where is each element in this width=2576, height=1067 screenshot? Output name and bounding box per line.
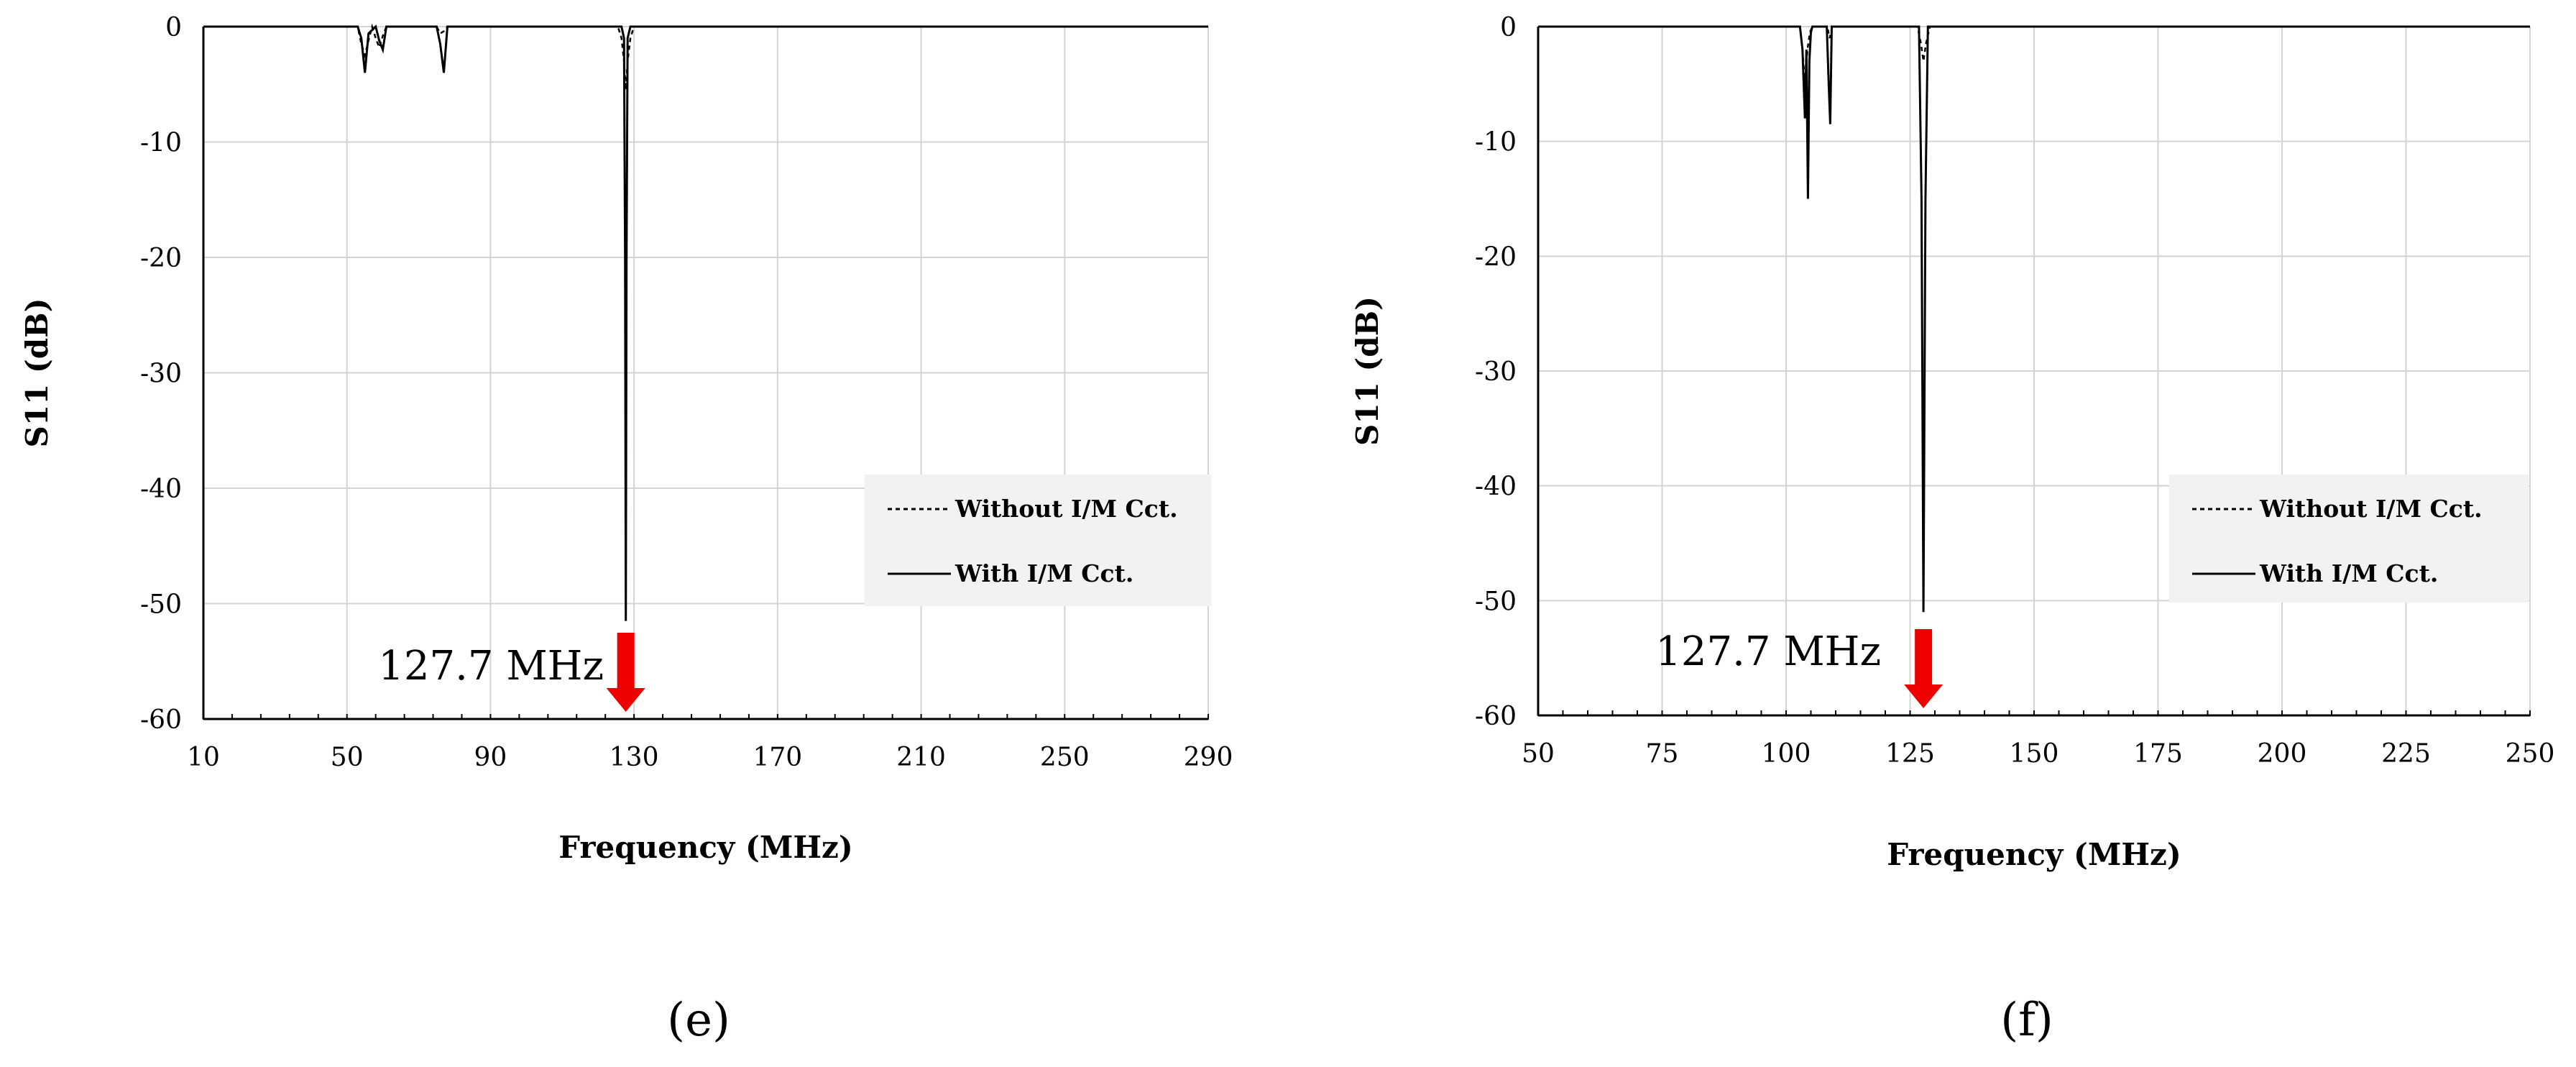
y-tick-label: -20 [140,244,182,273]
legend-box [865,475,1211,606]
chart-panel-e: 10 50 90 130 170 210 250 290 0 -10 -20 -30 -40 -50 -60… [19,13,1233,1047]
x-tick-label: 250 [1040,743,1090,772]
x-tick-label: 170 [753,743,802,772]
x-tick-label: 10 [187,743,220,772]
y-tick-label: -30 [140,360,182,389]
x-tick-label: 90 [474,743,507,772]
series-line-with-im [1538,25,2530,613]
x-tick-label: 150 [2010,739,2059,769]
y-tick-label: -30 [1475,357,1517,387]
legend-label: With I/M Cct. [2259,559,2438,587]
y-tick-label: -40 [1475,472,1517,502]
y-tick-label: 0 [165,13,182,42]
x-axis-title: Frequency (MHz) [1887,837,2181,872]
red-arrow-icon [606,633,645,712]
y-tick-label: -10 [140,129,182,158]
x-tick-label: 250 [2506,739,2555,769]
series-line-with-im [203,24,1208,621]
x-tick-label: 100 [1762,739,1811,769]
x-tick-label: 50 [1522,739,1555,769]
legend-box [2169,475,2529,603]
legend-label: Without I/M Cct. [954,495,1178,523]
y-tick-label: -40 [140,475,182,504]
x-tick-label: 200 [2258,739,2307,769]
series-line-without-im [203,23,1208,91]
y-axis-title: S11 (dB) [1350,296,1385,446]
legend-label: Without I/M Cct. [2259,495,2483,523]
x-tick-label: 175 [2133,739,2183,769]
x-tick-label: 50 [331,743,364,772]
chart-panel-f: 50 75 100 125 150 175 200 225 250 0 -10 -20 -30 -40 -5… [1350,13,2554,1047]
x-tick-label: 75 [1646,739,1679,769]
y-tick-label: -20 [1475,242,1517,272]
y-axis-title: S11 (dB) [19,298,55,447]
y-tick-label: -60 [1475,702,1517,731]
x-tick-label: 290 [1184,743,1233,772]
y-tick-label: -50 [140,590,182,620]
x-tick-label: 210 [896,743,946,772]
y-tick-label: 0 [1500,13,1517,42]
panel-label: (f) [2000,994,2053,1047]
frequency-annotation: 127.7 MHz [1655,628,1881,675]
y-tick-label: -60 [140,705,182,735]
x-tick-label: 125 [1885,739,1935,769]
y-tick-label: -50 [1475,587,1517,616]
legend-label: With I/M Cct. [954,559,1133,587]
frequency-annotation: 127.7 MHz [378,643,604,690]
y-tick-label: -10 [1475,128,1517,157]
red-arrow-icon [1904,629,1944,708]
x-tick-label: 225 [2381,739,2431,769]
x-axis-title: Frequency (MHz) [558,830,852,865]
panel-label: (e) [667,994,730,1047]
x-tick-label: 130 [610,743,659,772]
